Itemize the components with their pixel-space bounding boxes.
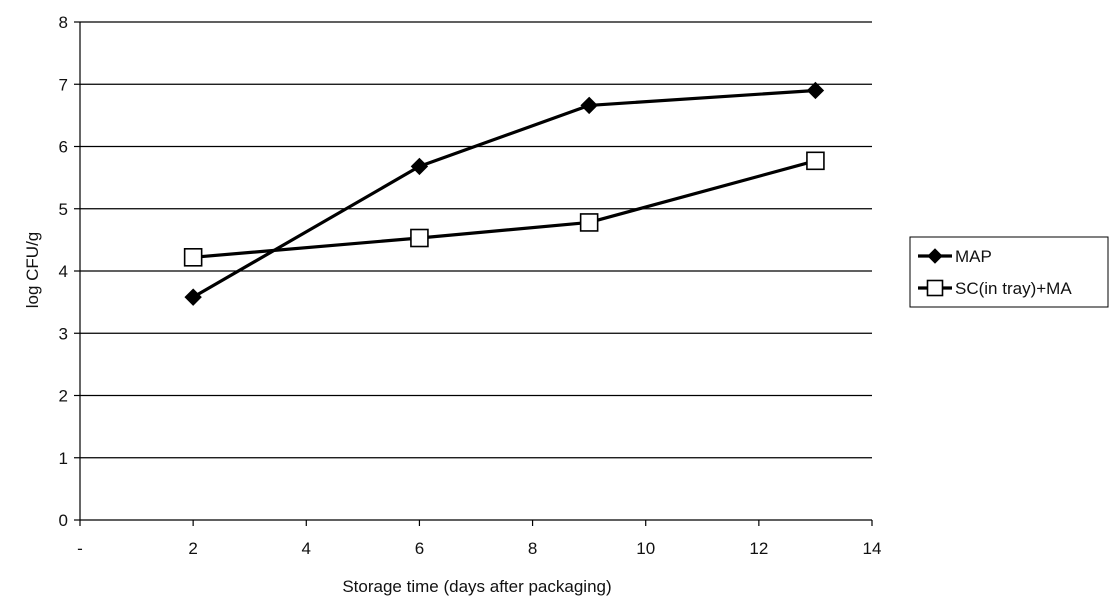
y-axis-ticks: 0 1 2 3 4 5 6 7 8 bbox=[59, 13, 80, 530]
x-tick-label: - bbox=[77, 539, 83, 558]
data-point bbox=[806, 81, 825, 100]
y-tick-label: 3 bbox=[59, 324, 68, 343]
legend-item-0: MAP bbox=[918, 247, 992, 266]
data-point bbox=[184, 288, 202, 306]
series-layer bbox=[183, 81, 825, 306]
x-tick-label: 2 bbox=[188, 539, 197, 558]
y-tick-label: 0 bbox=[59, 511, 68, 530]
x-tick-label: 8 bbox=[528, 539, 537, 558]
x-tick-label: 10 bbox=[636, 539, 655, 558]
legend-item-1: SC(in tray)+MA bbox=[918, 279, 1072, 298]
y-tick-label: 6 bbox=[59, 138, 68, 157]
legend-label: SC(in tray)+MA bbox=[955, 279, 1072, 298]
y-tick-label: 8 bbox=[59, 13, 68, 32]
data-point bbox=[579, 213, 599, 232]
x-tick-label: 6 bbox=[415, 539, 424, 558]
x-tick-label: 12 bbox=[749, 539, 768, 558]
y-axis-title: log CFU/g bbox=[23, 232, 42, 309]
legend-marker bbox=[927, 248, 943, 264]
x-axis-title: Storage time (days after packaging) bbox=[342, 577, 611, 596]
y-tick-label: 5 bbox=[59, 200, 68, 219]
data-point bbox=[580, 96, 598, 115]
x-tick-label: 14 bbox=[863, 539, 882, 558]
series-1 bbox=[183, 151, 825, 267]
data-point bbox=[183, 248, 203, 267]
y-tick-label: 7 bbox=[59, 75, 68, 94]
legend: MAP SC(in tray)+MA bbox=[909, 236, 1109, 308]
gridlines bbox=[80, 21, 872, 459]
series-0 bbox=[184, 81, 825, 306]
data-point bbox=[806, 151, 825, 171]
series-line bbox=[193, 159, 816, 259]
x-tick-label: 4 bbox=[302, 539, 311, 558]
data-point bbox=[410, 228, 429, 248]
x-axis-ticks: - 2 4 6 8 10 12 14 bbox=[77, 520, 881, 558]
legend-marker bbox=[926, 279, 944, 297]
series-line bbox=[192, 88, 816, 299]
y-tick-label: 4 bbox=[59, 262, 68, 281]
data-point bbox=[410, 157, 429, 176]
legend-label: MAP bbox=[955, 247, 992, 266]
y-tick-label: 1 bbox=[59, 449, 68, 468]
y-tick-label: 2 bbox=[59, 387, 68, 406]
